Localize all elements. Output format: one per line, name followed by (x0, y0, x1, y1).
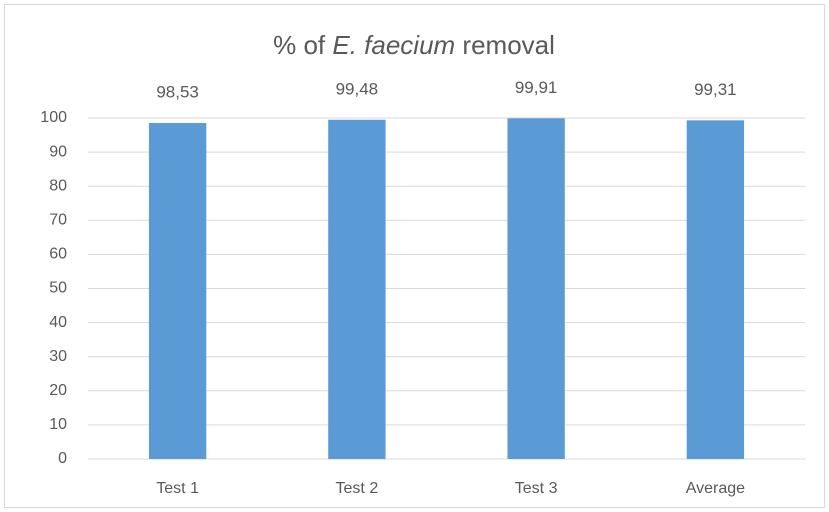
y-tick-label: 30 (49, 348, 67, 365)
y-tick-label: 70 (49, 212, 67, 229)
y-tick-label: 40 (49, 314, 67, 331)
y-tick-label: 90 (49, 143, 67, 160)
y-tick-label: 60 (49, 246, 67, 263)
y-tick-label: 20 (49, 382, 67, 399)
y-tick-label: 100 (40, 109, 67, 126)
title-run: E. faecium (332, 30, 455, 60)
bar (507, 118, 565, 460)
bar (148, 123, 207, 460)
x-tick-label: Test 1 (156, 480, 199, 497)
title-run: removal (455, 30, 555, 60)
bar (686, 120, 745, 459)
data-label: 98,53 (156, 82, 199, 101)
y-tick-label: 50 (49, 280, 67, 297)
data-label: 99,48 (336, 79, 379, 98)
y-tick-label: 10 (49, 416, 67, 433)
x-tick-label: Test 3 (515, 480, 558, 497)
x-tick-label: Test 2 (336, 480, 379, 497)
bar (328, 119, 386, 460)
chart-title: % of E. faecium removal (273, 30, 555, 60)
data-label: 99,91 (515, 78, 558, 97)
data-label: 99,31 (694, 80, 737, 99)
y-tick-label: 0 (58, 450, 67, 467)
x-tick-label: Average (686, 480, 745, 497)
y-tick-label: 80 (49, 177, 67, 194)
title-run: % of (273, 30, 332, 60)
